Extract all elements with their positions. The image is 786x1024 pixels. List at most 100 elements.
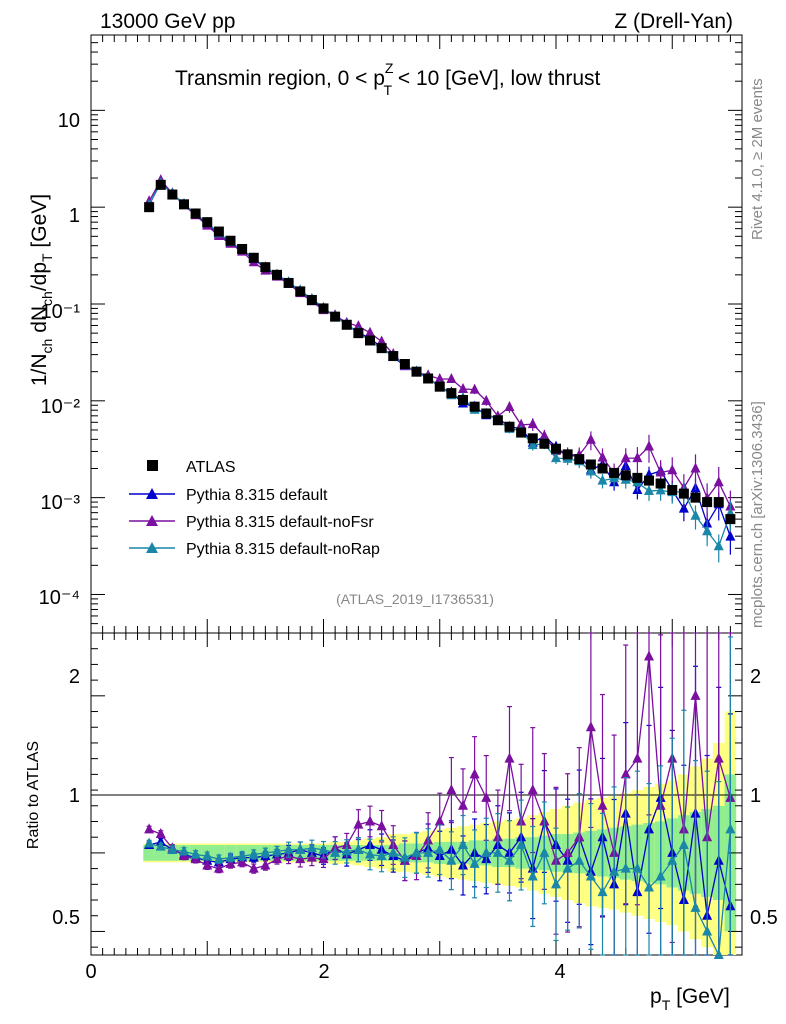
main-point-atlas <box>585 459 596 470</box>
ratio-point-pythia-8-315-default-norap <box>481 846 492 857</box>
legend-label-norap: Pythia 8.315 default-noRap <box>186 541 380 558</box>
legend-label-nofsr: Pythia 8.315 default-noFsr <box>186 514 374 531</box>
xtick-2: 2 <box>318 961 329 983</box>
main-point-atlas <box>423 373 434 384</box>
main-point-atlas <box>434 381 445 392</box>
main-point-atlas <box>248 252 259 263</box>
main-point-atlas <box>213 226 224 237</box>
main-point-atlas <box>481 408 492 419</box>
main-point-pythia-8-315-default-norap <box>655 484 666 495</box>
main-point-pythia-8-315-default-nofsr <box>353 320 364 331</box>
ratio-point-pythia-8-315-default-norap <box>620 862 631 873</box>
main-point-atlas <box>690 492 701 503</box>
main-point-atlas <box>504 421 515 432</box>
ytick-ratio-0p5: 0.5 <box>52 907 80 929</box>
ratio-point-pythia-8-315-default-norap <box>562 862 573 873</box>
ratio-point-pythia-8-315-default-nofsr <box>260 859 271 870</box>
ratio-point-pythia-8-315-default-norap <box>609 865 620 876</box>
main-point-atlas <box>179 199 189 210</box>
main-point-atlas <box>283 277 294 288</box>
main-point-pythia-8-315-default-norap <box>690 509 701 520</box>
main-data-series <box>144 174 736 563</box>
main-point-atlas <box>562 449 573 460</box>
ratio-point-pythia-8-315-default-norap <box>411 846 422 857</box>
ratio-point-pythia-8-315-default-norap <box>725 823 736 834</box>
ratio-band-green <box>143 845 155 861</box>
ratio-point-pythia-8-315-default-norap <box>190 848 201 859</box>
ratio-point-pythia-8-315-default-norap <box>516 839 527 850</box>
xlabel: pT [GeV] <box>650 985 730 1013</box>
ytick-ratio-0p5-right: 0.5 <box>750 907 778 929</box>
main-point-pythia-8-315-default-nofsr <box>481 394 492 405</box>
ratio-point-pythia-8-315-default-nofsr <box>446 784 457 795</box>
ratio-point-pythia-8-315-default-nofsr <box>202 859 213 870</box>
ratio-point-pythia-8-315-default-norap <box>202 850 213 861</box>
title-suffix: < 10 [GeV], low thrust <box>392 67 601 90</box>
main-point-atlas <box>667 484 678 495</box>
ratio-point-pythia-8-315-default-norap <box>213 853 224 864</box>
main-point-atlas <box>260 262 271 273</box>
ratio-point-pythia-8-315-default-norap <box>713 949 724 959</box>
ratio-point-pythia-8-315-default-nofsr <box>469 768 480 779</box>
ratio-point-pythia-8-315-default-nofsr <box>376 820 387 831</box>
ratio-point-pythia-8-315-default-norap <box>260 846 271 857</box>
ratio-point-pythia-8-315-default-nofsr <box>225 857 236 868</box>
ratio-point-pythia-8-315-default-nofsr <box>272 853 282 864</box>
ratio-point-pythia-8-315-default-norap <box>330 846 341 857</box>
ratio-point-pythia-8-315-default-norap <box>574 854 585 865</box>
rivet-label: Rivet 4.1.0, ≥ 2M events <box>749 78 766 240</box>
ratio-point-pythia-8-315-default-nofsr <box>713 752 724 763</box>
ratio-point-pythia-8-315-default-norap <box>399 851 410 862</box>
plot-title: Transmin region, 0 < pZ T < 10 [GeV], low… <box>175 60 601 98</box>
ytick-ratio-1-right: 1 <box>750 785 761 807</box>
main-point-atlas <box>702 497 713 508</box>
main-point-atlas <box>539 438 550 449</box>
main-point-atlas <box>620 470 631 481</box>
main-point-atlas <box>306 294 317 305</box>
ratio-point-pythia-8-315-default-norap <box>458 839 468 850</box>
ratio-point-pythia-8-315-default-nofsr <box>481 791 492 802</box>
ytick-main-0p01: 10⁻² <box>41 396 81 418</box>
ratio-point-pythia-8-315-default-norap <box>179 845 189 856</box>
main-point-pythia-8-315-default-nofsr <box>655 466 666 477</box>
main-point-pythia-8-315-default-nofsr <box>365 326 375 337</box>
main-point-pythia-8-315-default-norap <box>713 540 724 551</box>
main-point-atlas <box>527 433 538 444</box>
ratio-point-pythia-8-315-default-nofsr <box>527 784 538 795</box>
main-line-pythia-8-315-default-nofsr <box>148 178 731 507</box>
ratio-point-pythia-8-315-default-norap <box>295 843 306 854</box>
main-point-atlas <box>458 394 468 405</box>
ratio-point-pythia-8-315-default-norap <box>434 843 445 854</box>
main-point-atlas <box>551 443 561 454</box>
main-point-atlas <box>388 351 399 362</box>
analysis-id: (ATLAS_2019_I1736531) <box>336 591 494 607</box>
ratio-ylabel: Ratio to ATLAS <box>25 741 42 849</box>
main-point-pythia-8-315-default-nofsr <box>597 451 608 462</box>
main-point-pythia-8-315-default-norap <box>585 465 596 476</box>
main-point-atlas <box>411 366 422 377</box>
ratio-point-pythia-8-315-default-norap <box>283 843 294 854</box>
ratio-point-pythia-8-315-default-norap <box>446 854 457 865</box>
mcplots-label: mcplots.cern.ch [arXiv:1306.3436] <box>749 401 766 628</box>
main-point-atlas <box>655 478 666 489</box>
legend-marker-atlas <box>147 460 158 471</box>
ratio-point-pythia-8-315-default-nofsr <box>620 768 631 779</box>
main-point-pythia-8-315-default-nofsr <box>539 430 550 441</box>
ratio-point-pythia-8-315-default-nofsr <box>434 815 445 826</box>
main-point-atlas <box>516 427 527 438</box>
ytick-main-0p0001: 10⁻⁴ <box>39 587 80 609</box>
legend-marker-default <box>146 488 158 499</box>
ratio-point-pythia-8-315-default-nofsr <box>144 823 155 834</box>
ratio-point-pythia-8-315-default-norap <box>272 845 282 856</box>
main-point-atlas <box>376 343 387 354</box>
ratio-point-pythia-8-315-default-nofsr <box>504 752 515 763</box>
main-point-atlas <box>190 208 201 219</box>
title-sup: Z <box>385 60 394 76</box>
main-point-atlas <box>632 472 643 483</box>
main-point-pythia-8-315-default-nofsr <box>585 433 596 444</box>
main-point-pythia-8-315-default-norap <box>644 485 654 496</box>
ratio-point-pythia-8-315-default-norap <box>376 850 387 861</box>
main-point-atlas <box>144 202 155 213</box>
main-point-atlas <box>574 454 585 465</box>
